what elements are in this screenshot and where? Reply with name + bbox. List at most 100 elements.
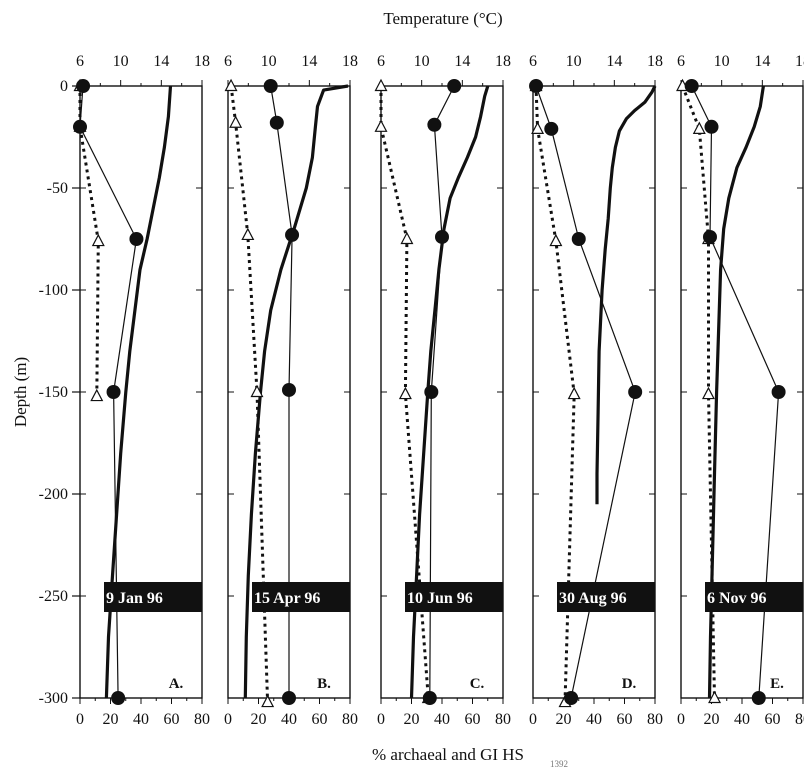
temperature-line <box>409 85 490 699</box>
pct-tick-label: 20 <box>556 711 572 728</box>
filled-circle-point <box>282 691 296 705</box>
temp-tick-label: 14 <box>301 53 317 70</box>
pct-tick-label: 60 <box>765 711 781 728</box>
pct-tick-label: 80 <box>342 711 358 728</box>
panel-a: 6 10 14 18 0 20 40 60 80 9 Jan 96 A. <box>73 53 210 728</box>
pct-tick-label: 0 <box>224 711 232 728</box>
temp-tick-label: 10 <box>113 53 129 70</box>
open-triangle-point <box>224 78 238 92</box>
filled-circle-point <box>529 79 544 93</box>
temperature-line <box>104 85 173 699</box>
temp-tick-label: 10 <box>261 53 277 70</box>
temperature-line <box>595 85 657 505</box>
y-axis-title: Depth (m) <box>11 357 30 427</box>
y-tick-label: 0 <box>60 78 68 95</box>
filled-circle-point <box>73 119 87 134</box>
pct-tick-label: 20 <box>103 711 119 728</box>
panel-b: 6 10 14 18 0 20 40 60 80 15 Apr 96 B. <box>224 53 358 728</box>
date-label-box <box>405 582 503 612</box>
pct-tick-label: 60 <box>465 711 481 728</box>
open-triangle-point <box>261 694 275 708</box>
filled-circle-point <box>129 232 144 246</box>
filled-circle-point <box>684 79 699 93</box>
panel-letter: C. <box>470 676 485 692</box>
open-triangle-point <box>374 119 388 132</box>
filled-circle-point <box>269 115 284 130</box>
y-tick-label: -200 <box>39 486 68 503</box>
date-label-box <box>705 582 803 612</box>
date-label: 30 Aug 96 <box>559 590 627 607</box>
open-triangle-point <box>549 233 563 247</box>
open-triangle-point <box>692 121 706 134</box>
date-label-box <box>252 582 350 612</box>
pct-tick-label: 20 <box>704 711 720 728</box>
open-series-line <box>78 86 100 397</box>
temp-tick-label: 18 <box>495 53 511 70</box>
filled-circle-point <box>111 691 126 705</box>
date-label: 10 Jun 96 <box>407 590 473 607</box>
date-label: 6 Nov 96 <box>707 590 767 607</box>
temp-tick-label: 6 <box>224 53 232 70</box>
filled-circle-point <box>76 79 91 93</box>
open-triangle-point <box>241 227 255 241</box>
filled-circle-point <box>282 382 296 397</box>
temp-tick-label: 6 <box>377 53 385 70</box>
panel-letter: B. <box>317 676 331 692</box>
open-triangle-point <box>90 388 104 402</box>
temperature-line <box>707 85 765 699</box>
panel-c: 6 10 14 18 0 20 40 60 80 10 Jun 96 C. <box>374 53 511 728</box>
panel-d: 6 10 14 18 0 20 40 60 80 30 Aug 96 D. <box>529 53 663 728</box>
date-label: 15 Apr 96 <box>254 590 320 607</box>
date-label: 9 Jan 96 <box>106 590 163 607</box>
y-tick-label: -50 <box>47 180 68 197</box>
temp-tick-label: 18 <box>647 53 663 70</box>
filled-circle-point <box>106 385 121 399</box>
pct-tick-label: 0 <box>529 711 537 728</box>
open-triangle-point <box>374 78 388 92</box>
panel-e: 6 10 14 18 0 20 40 60 80 6 Nov 96 E. <box>676 53 804 728</box>
temp-tick-label: 10 <box>714 53 730 70</box>
filled-circle-point <box>435 229 449 244</box>
filled-circle-point <box>427 117 442 132</box>
bottom-axis-title: % archaeal and GI HS <box>372 745 524 764</box>
filled-circle-point <box>424 385 439 399</box>
pct-tick-label: 20 <box>251 711 267 728</box>
pct-tick-label: 60 <box>312 711 328 728</box>
open-triangle-point <box>250 384 264 398</box>
temp-tick-label: 10 <box>414 53 430 70</box>
pct-tick-label: 0 <box>677 711 685 728</box>
open-triangle-point <box>701 386 715 400</box>
temp-tick-label: 6 <box>76 53 84 70</box>
panel-letter: D. <box>622 676 637 692</box>
pct-tick-label: 40 <box>586 711 602 728</box>
filled-circle-point <box>571 232 586 246</box>
open-triangle-point <box>400 231 414 245</box>
filled-circle-point <box>285 227 300 242</box>
open-triangle-point <box>531 121 545 134</box>
pct-tick-label: 40 <box>281 711 297 728</box>
filled-circle-point <box>702 229 717 244</box>
filled-circle-point <box>771 385 786 399</box>
temperature-line <box>243 84 349 699</box>
pct-tick-label: 0 <box>76 711 84 728</box>
top-axis-title: Temperature (°C) <box>383 9 502 28</box>
pct-tick-label: 80 <box>647 711 663 728</box>
pct-tick-label: 40 <box>133 711 149 728</box>
pct-tick-label: 40 <box>434 711 450 728</box>
panel-letter: E. <box>770 676 784 692</box>
bottom-axis-subscript: 1392 <box>550 759 568 769</box>
open-triangle-point <box>567 386 581 400</box>
filled-circle-point <box>447 79 462 93</box>
y-tick-label: -100 <box>39 282 68 299</box>
filled-circle-point <box>422 691 437 705</box>
pct-tick-label: 80 <box>795 711 804 728</box>
open-triangle-point <box>398 386 412 400</box>
temp-tick-label: 14 <box>754 53 770 70</box>
temp-tick-label: 18 <box>194 53 210 70</box>
temp-tick-label: 14 <box>606 53 622 70</box>
temp-tick-label: 18 <box>342 53 358 70</box>
date-label-box <box>104 582 202 612</box>
temp-tick-label: 18 <box>795 53 804 70</box>
pct-tick-label: 0 <box>377 711 385 728</box>
